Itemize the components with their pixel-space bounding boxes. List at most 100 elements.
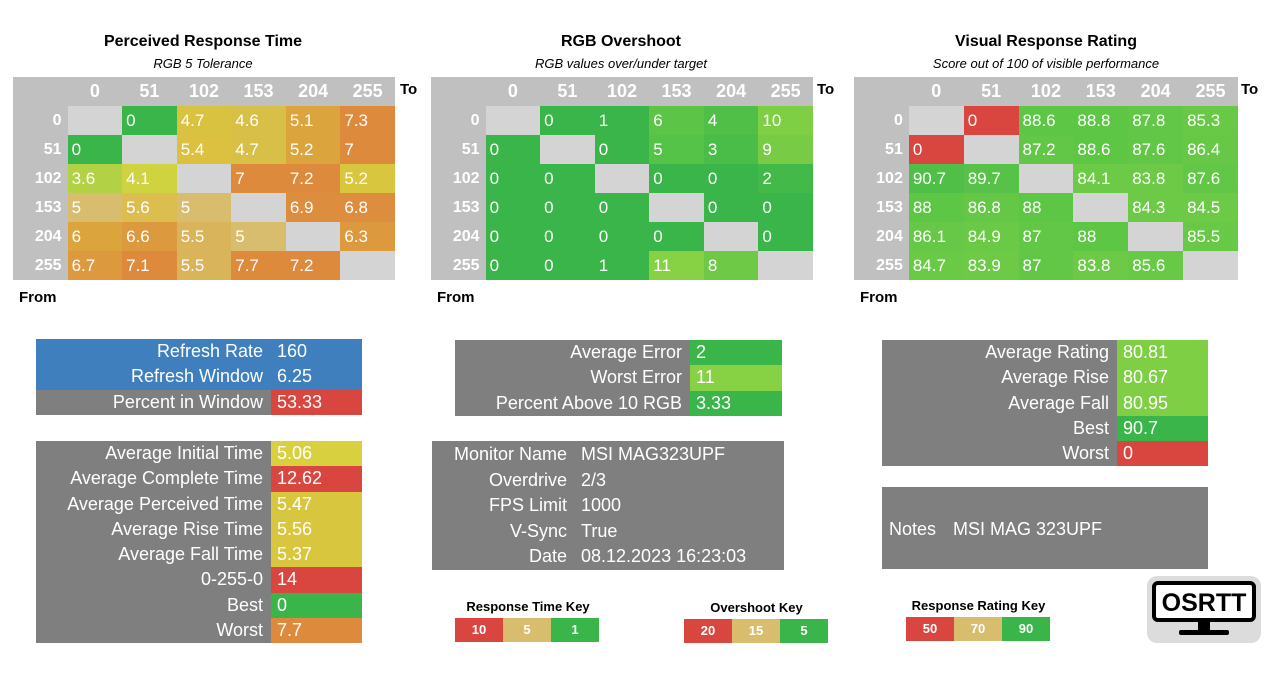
stat-value: 14 <box>271 567 362 593</box>
matrix-row: 102 90.7 89.7 84.1 83.8 87.6 <box>854 164 1238 193</box>
matrix-col-header: 204 <box>703 77 759 106</box>
matrix-cell: 10 <box>758 106 813 135</box>
overshoot-stat-row: Worst Error 11 <box>455 365 782 391</box>
matrix-col-header: 51 <box>122 77 177 106</box>
matrix-cell: 86.4 <box>1183 135 1238 164</box>
matrix-cell-empty <box>122 135 177 164</box>
matrix-cell: 0 <box>485 164 541 193</box>
matrix-cell: 5 <box>649 135 704 164</box>
key-swatch: 1 <box>551 618 599 642</box>
matrix-cell: 0 <box>67 135 123 164</box>
stat-label: Average Fall Time <box>36 542 271 568</box>
overshoot-stat-row: Average Error 2 <box>455 340 782 366</box>
matrix-row: 255 84.7 83.9 87 83.8 85.6 <box>854 251 1238 280</box>
matrix-cell-empty <box>340 251 395 280</box>
matrix-row-header: 0 <box>854 106 909 135</box>
stat-label: Average Complete Time <box>36 466 271 492</box>
matrix-cell: 7.2 <box>285 164 341 193</box>
matrix-cell: 4.1 <box>122 164 177 193</box>
matrix-col-header: 0 <box>67 77 123 106</box>
response-time-key-title: Response Time Key <box>466 599 590 614</box>
key-swatch: 5 <box>503 618 551 642</box>
stat-value: 6.25 <box>271 364 362 390</box>
matrix-cell: 83.8 <box>1073 251 1129 280</box>
matrix-row-header: 0 <box>13 106 68 135</box>
matrix-corner <box>854 77 909 106</box>
stat-label: Average Rating <box>882 340 1117 366</box>
time-stats-panel: Average Initial Time 5.06 Average Complete… <box>36 441 362 644</box>
matrix-cell: 90.7 <box>908 164 964 193</box>
matrix-cell: 88 <box>1018 193 1074 222</box>
stat-value: 5.56 <box>271 516 362 543</box>
matrix-cell-empty <box>285 222 341 251</box>
stat-value: 08.12.2023 16:23:03 <box>575 544 784 570</box>
matrix-cell: 87.6 <box>1183 164 1238 193</box>
matrix-row-header: 51 <box>13 135 68 164</box>
stat-value: 0 <box>271 592 362 619</box>
monitor-info-row: Date 08.12.2023 16:23:03 <box>432 544 784 570</box>
matrix-cell: 5 <box>67 193 123 222</box>
stat-value: 5.37 <box>271 542 362 568</box>
stat-value: 160 <box>271 339 362 365</box>
overshoot-matrix: 0 51 102 153 204 255 0 0 1 6 4 10 51 0 0 5 3 9 102 0 0 0 0 2 153… <box>431 77 813 280</box>
matrix-cell: 4.7 <box>176 106 232 135</box>
monitor-info-row: FPS Limit 1000 <box>432 493 784 519</box>
prt-subtitle: RGB 5 Tolerance <box>153 56 253 71</box>
stat-value: 2/3 <box>575 467 784 493</box>
matrix-row: 153 0 0 0 0 0 <box>431 193 813 222</box>
notes-label: Notes <box>889 519 937 539</box>
matrix-cell: 7.3 <box>340 106 395 135</box>
matrix-col-header: 255 <box>758 77 813 106</box>
matrix-cell: 6.9 <box>285 193 341 222</box>
time-stat-row: Average Perceived Time 5.47 <box>36 491 362 517</box>
matrix-row: 0 0 1 6 4 10 <box>431 106 813 135</box>
stat-label: Average Rise <box>882 365 1117 391</box>
vrr-matrix: 0 51 102 153 204 255 0 0 88.6 88.8 87.8 85.3 51 0 87.2… <box>854 77 1238 280</box>
stat-label: Percent Above 10 RGB <box>455 390 690 416</box>
matrix-row: 255 0 0 1 11 8 <box>431 251 813 280</box>
matrix-row: 153 5 5.6 5 6.9 6.8 <box>13 193 395 222</box>
matrix-col-header: 51 <box>540 77 595 106</box>
matrix-cell: 5.2 <box>285 135 341 164</box>
matrix-cell: 87.6 <box>1128 135 1184 164</box>
matrix-cell: 0 <box>122 106 177 135</box>
stat-label: Refresh Window <box>36 364 271 390</box>
stat-value: 80.67 <box>1117 365 1208 391</box>
matrix-cell: 5.6 <box>122 193 177 222</box>
stat-value: 5.47 <box>271 491 362 517</box>
matrix-cell: 7.7 <box>231 251 286 280</box>
stat-value: 53.33 <box>271 389 362 415</box>
matrix-cell: 7 <box>340 135 395 164</box>
rating-key-title: Response Rating Key <box>911 598 1046 613</box>
overshoot-subtitle: RGB values over/under target <box>535 56 707 71</box>
stat-value: 5.06 <box>271 441 362 467</box>
matrix-col-header: 102 <box>594 77 650 106</box>
matrix-col-header: 0 <box>908 77 964 106</box>
matrix-row-header: 204 <box>854 222 909 251</box>
matrix-cell: 7.2 <box>285 251 341 280</box>
matrix-cell: 88.6 <box>1018 106 1074 135</box>
stat-label: Worst <box>882 441 1117 467</box>
matrix-cell-empty <box>758 251 813 280</box>
rating-stat-row: Average Rise 80.67 <box>882 365 1208 391</box>
matrix-col-header: 153 <box>649 77 704 106</box>
matrix-cell: 86.8 <box>963 193 1019 222</box>
matrix-row-header: 153 <box>854 193 909 222</box>
matrix-cell-empty <box>703 222 759 251</box>
matrix-cell: 88.6 <box>1073 135 1129 164</box>
matrix-cell: 83.8 <box>1128 164 1184 193</box>
monitor-info-row: Monitor Name MSI MAG323UPF <box>432 442 784 468</box>
stat-label: V-Sync <box>432 518 575 544</box>
matrix-cell: 85.5 <box>1183 222 1238 251</box>
matrix-row: 102 3.6 4.1 7 7.2 5.2 <box>13 164 395 193</box>
matrix-row-header: 153 <box>13 193 68 222</box>
overshoot-to-label: To <box>817 81 835 98</box>
matrix-cell: 0 <box>594 135 650 164</box>
matrix-cell: 11 <box>649 251 704 280</box>
vrr-to-label: To <box>1241 81 1259 98</box>
matrix-col-header: 153 <box>1073 77 1129 106</box>
matrix-cell: 1 <box>594 106 650 135</box>
matrix-cell-empty <box>908 106 964 135</box>
key-swatch: 90 <box>1002 617 1050 641</box>
matrix-cell: 5.5 <box>176 222 232 251</box>
